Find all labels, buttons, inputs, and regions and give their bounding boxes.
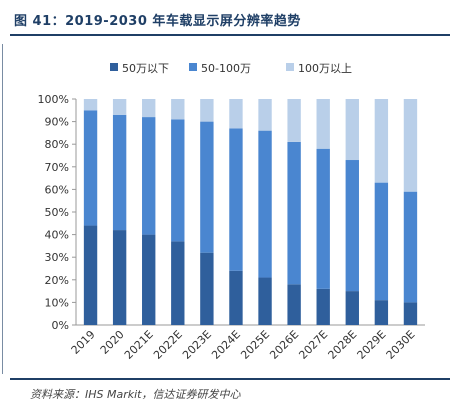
legend-swatch-0 <box>110 63 118 71</box>
side-rule <box>2 44 3 374</box>
bar-2021E-series-1 <box>142 117 156 235</box>
legend-swatch-1 <box>189 63 197 71</box>
y-tick-label: 40% <box>45 229 69 242</box>
bar-2027E-series-0 <box>316 288 330 325</box>
bar-2030E-series-0 <box>403 302 418 325</box>
bar-2022E-series-0 <box>171 241 185 325</box>
legend-label-0: 50万以下 <box>122 62 169 75</box>
bar-2021E-series-0 <box>142 234 156 325</box>
bar-2026E-series-1 <box>287 141 301 285</box>
bar-2020-series-2 <box>112 99 127 115</box>
bar-2020-series-0 <box>112 230 127 325</box>
x-tick-label: 2025E <box>238 328 272 362</box>
legend-swatch-2 <box>286 63 294 71</box>
bar-2024E-series-2 <box>229 99 243 129</box>
bar-2027E-series-1 <box>316 148 330 289</box>
bar-2021E-series-2 <box>142 99 156 118</box>
y-tick-label: 100% <box>38 93 69 106</box>
bar-2019-series-1 <box>83 110 98 226</box>
bar-2023E-series-1 <box>200 121 214 253</box>
y-tick-label: 30% <box>45 251 69 264</box>
source-note: 资料来源：IHS Markit，信达证券研发中心 <box>30 388 241 401</box>
y-tick-label: 20% <box>45 274 69 287</box>
x-tick-label: 2027E <box>296 328 330 362</box>
y-tick-label: 0% <box>52 319 69 332</box>
bar-2026E-series-0 <box>287 284 301 325</box>
bar-2029E-series-1 <box>374 182 389 301</box>
x-tick-label: 2022E <box>151 328 185 362</box>
bar-2030E-series-2 <box>403 99 418 192</box>
x-tick-label: 2029E <box>355 328 389 362</box>
title-rule <box>10 34 450 36</box>
bar-2024E-series-0 <box>229 270 243 325</box>
y-tick-label: 60% <box>45 183 69 196</box>
x-tick-label: 2028E <box>326 328 360 362</box>
stacked-bar-chart: 50万以下 50-100万 100万以上 0% 10% 20% 30% 40% 50% 60% 70… <box>38 62 425 362</box>
bar-2029E-series-2 <box>374 99 389 183</box>
bar-2028E-series-0 <box>345 291 359 325</box>
bar-2027E-series-2 <box>316 99 330 149</box>
bar-2022E-series-1 <box>171 119 185 242</box>
y-tick-label: 50% <box>45 206 69 219</box>
bar-2019-series-0 <box>83 225 98 325</box>
bottom-rule <box>10 378 450 380</box>
bar-2028E-series-1 <box>345 160 359 292</box>
bar-2025E-series-2 <box>258 99 272 131</box>
y-tick-label: 10% <box>45 296 69 309</box>
bar-2023E-series-2 <box>200 99 214 122</box>
x-tick-label: 2023E <box>180 328 214 362</box>
bar-2026E-series-2 <box>287 99 301 142</box>
y-tick-label: 70% <box>45 161 69 174</box>
legend-label-2: 100万以上 <box>298 62 352 75</box>
x-tick-label: 2030E <box>384 328 418 362</box>
bar-2019-series-2 <box>83 99 98 111</box>
x-tick-label: 2021E <box>122 328 156 362</box>
x-tick-label: 2026E <box>267 328 301 362</box>
bar-2020-series-1 <box>112 114 127 231</box>
x-tick-label: 2019 <box>69 328 98 357</box>
legend-label-1: 50-100万 <box>201 62 251 75</box>
bar-2022E-series-2 <box>171 99 185 120</box>
y-tick-label: 90% <box>45 116 69 129</box>
bar-2025E-series-1 <box>258 130 272 278</box>
figure-title: 图 41：2019-2030 年车载显示屏分辨率趋势 <box>14 14 301 29</box>
x-tick-label: 2024E <box>209 328 243 362</box>
bar-2024E-series-1 <box>229 128 243 271</box>
bar-2030E-series-1 <box>403 191 418 303</box>
bar-2025E-series-0 <box>258 277 272 325</box>
y-tick-label: 80% <box>45 138 69 151</box>
bar-2028E-series-2 <box>345 99 359 161</box>
bar-2023E-series-0 <box>200 252 214 325</box>
bar-2029E-series-0 <box>374 300 389 325</box>
